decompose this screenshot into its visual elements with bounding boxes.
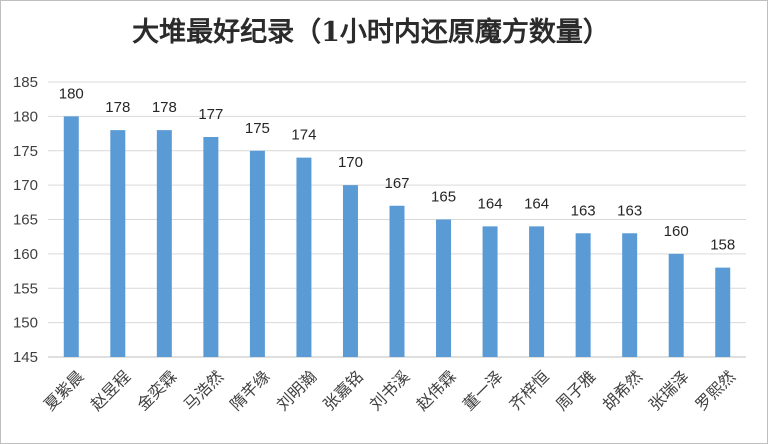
y-tick-label: 175: [13, 143, 38, 160]
bar: [296, 157, 312, 357]
data-label: 158: [710, 237, 735, 254]
data-label: 177: [198, 106, 223, 123]
x-tick-label: 张瑞泽: [645, 367, 692, 414]
x-tick-label: 刘明瀚: [273, 367, 320, 414]
bar: [203, 137, 219, 357]
x-tick-label: 齐梓恒: [506, 367, 553, 414]
x-tick-label: 隋芊缘: [226, 367, 273, 414]
data-label: 160: [664, 223, 689, 240]
data-label: 180: [59, 85, 84, 102]
data-label: 163: [571, 202, 596, 219]
bar: [529, 226, 545, 357]
x-tick-label: 马浩然: [180, 367, 227, 414]
bar: [63, 116, 79, 357]
y-tick-label: 165: [13, 212, 38, 229]
bar: [249, 150, 265, 357]
bar: [575, 233, 591, 357]
data-label: 165: [431, 189, 456, 206]
bars: [63, 116, 731, 357]
bar: [342, 185, 358, 357]
data-label: 178: [105, 99, 130, 116]
chart-title: 大堆最好纪录（1小时内还原魔方数量）: [132, 16, 610, 48]
data-label: 164: [478, 195, 503, 212]
y-tick-label: 145: [13, 349, 38, 366]
y-tick-label: 185: [13, 74, 38, 91]
x-tick-label: 胡希然: [599, 367, 646, 414]
x-axis-ticks: 夏紫晨 赵昱程 金奕霖 马浩然 隋芊缘 刘明瀚 张嘉铭 刘书溪 赵伟霖 董一泽 齐梓恒 周子雅 胡希然张…: [40, 367, 739, 414]
y-tick-label: 160: [13, 246, 38, 263]
bar: [622, 233, 638, 357]
data-label: 170: [338, 154, 363, 171]
data-label: 164: [524, 195, 549, 212]
y-tick-label: 170: [13, 177, 38, 194]
x-tick-label: 张嘉铭: [319, 367, 366, 414]
x-tick-label: 金奕霖: [133, 367, 180, 414]
x-tick-label: 周子雅: [552, 367, 599, 414]
bar: [389, 205, 405, 357]
x-tick-label: 董一泽: [459, 367, 506, 414]
bar: [715, 267, 731, 357]
data-label: 175: [245, 120, 270, 137]
data-label: 163: [617, 202, 642, 219]
x-tick-label: 赵昱程: [87, 367, 134, 414]
x-tick-label: 罗熙然: [692, 367, 739, 414]
y-tick-label: 180: [13, 108, 38, 125]
bar: [482, 226, 498, 357]
data-label: 167: [384, 175, 409, 192]
data-label: 178: [152, 99, 177, 116]
x-tick-label: 刘书溪: [366, 367, 413, 414]
bar: [156, 130, 172, 357]
data-labels: 180 178 178 177 175 174 170 167 165 164 164 163 163 1…: [59, 85, 735, 253]
y-tick-label: 150: [13, 315, 38, 332]
y-tick-label: 155: [13, 280, 38, 297]
bar: [668, 253, 684, 357]
data-label: 174: [291, 127, 316, 144]
y-axis-ticks: 145 150 155 160 165 170 175 180 185: [13, 74, 38, 366]
x-tick-label: 夏紫晨: [40, 367, 87, 414]
x-tick-label: 赵伟霖: [412, 367, 459, 414]
bar: [436, 219, 452, 357]
bar: [110, 130, 126, 357]
